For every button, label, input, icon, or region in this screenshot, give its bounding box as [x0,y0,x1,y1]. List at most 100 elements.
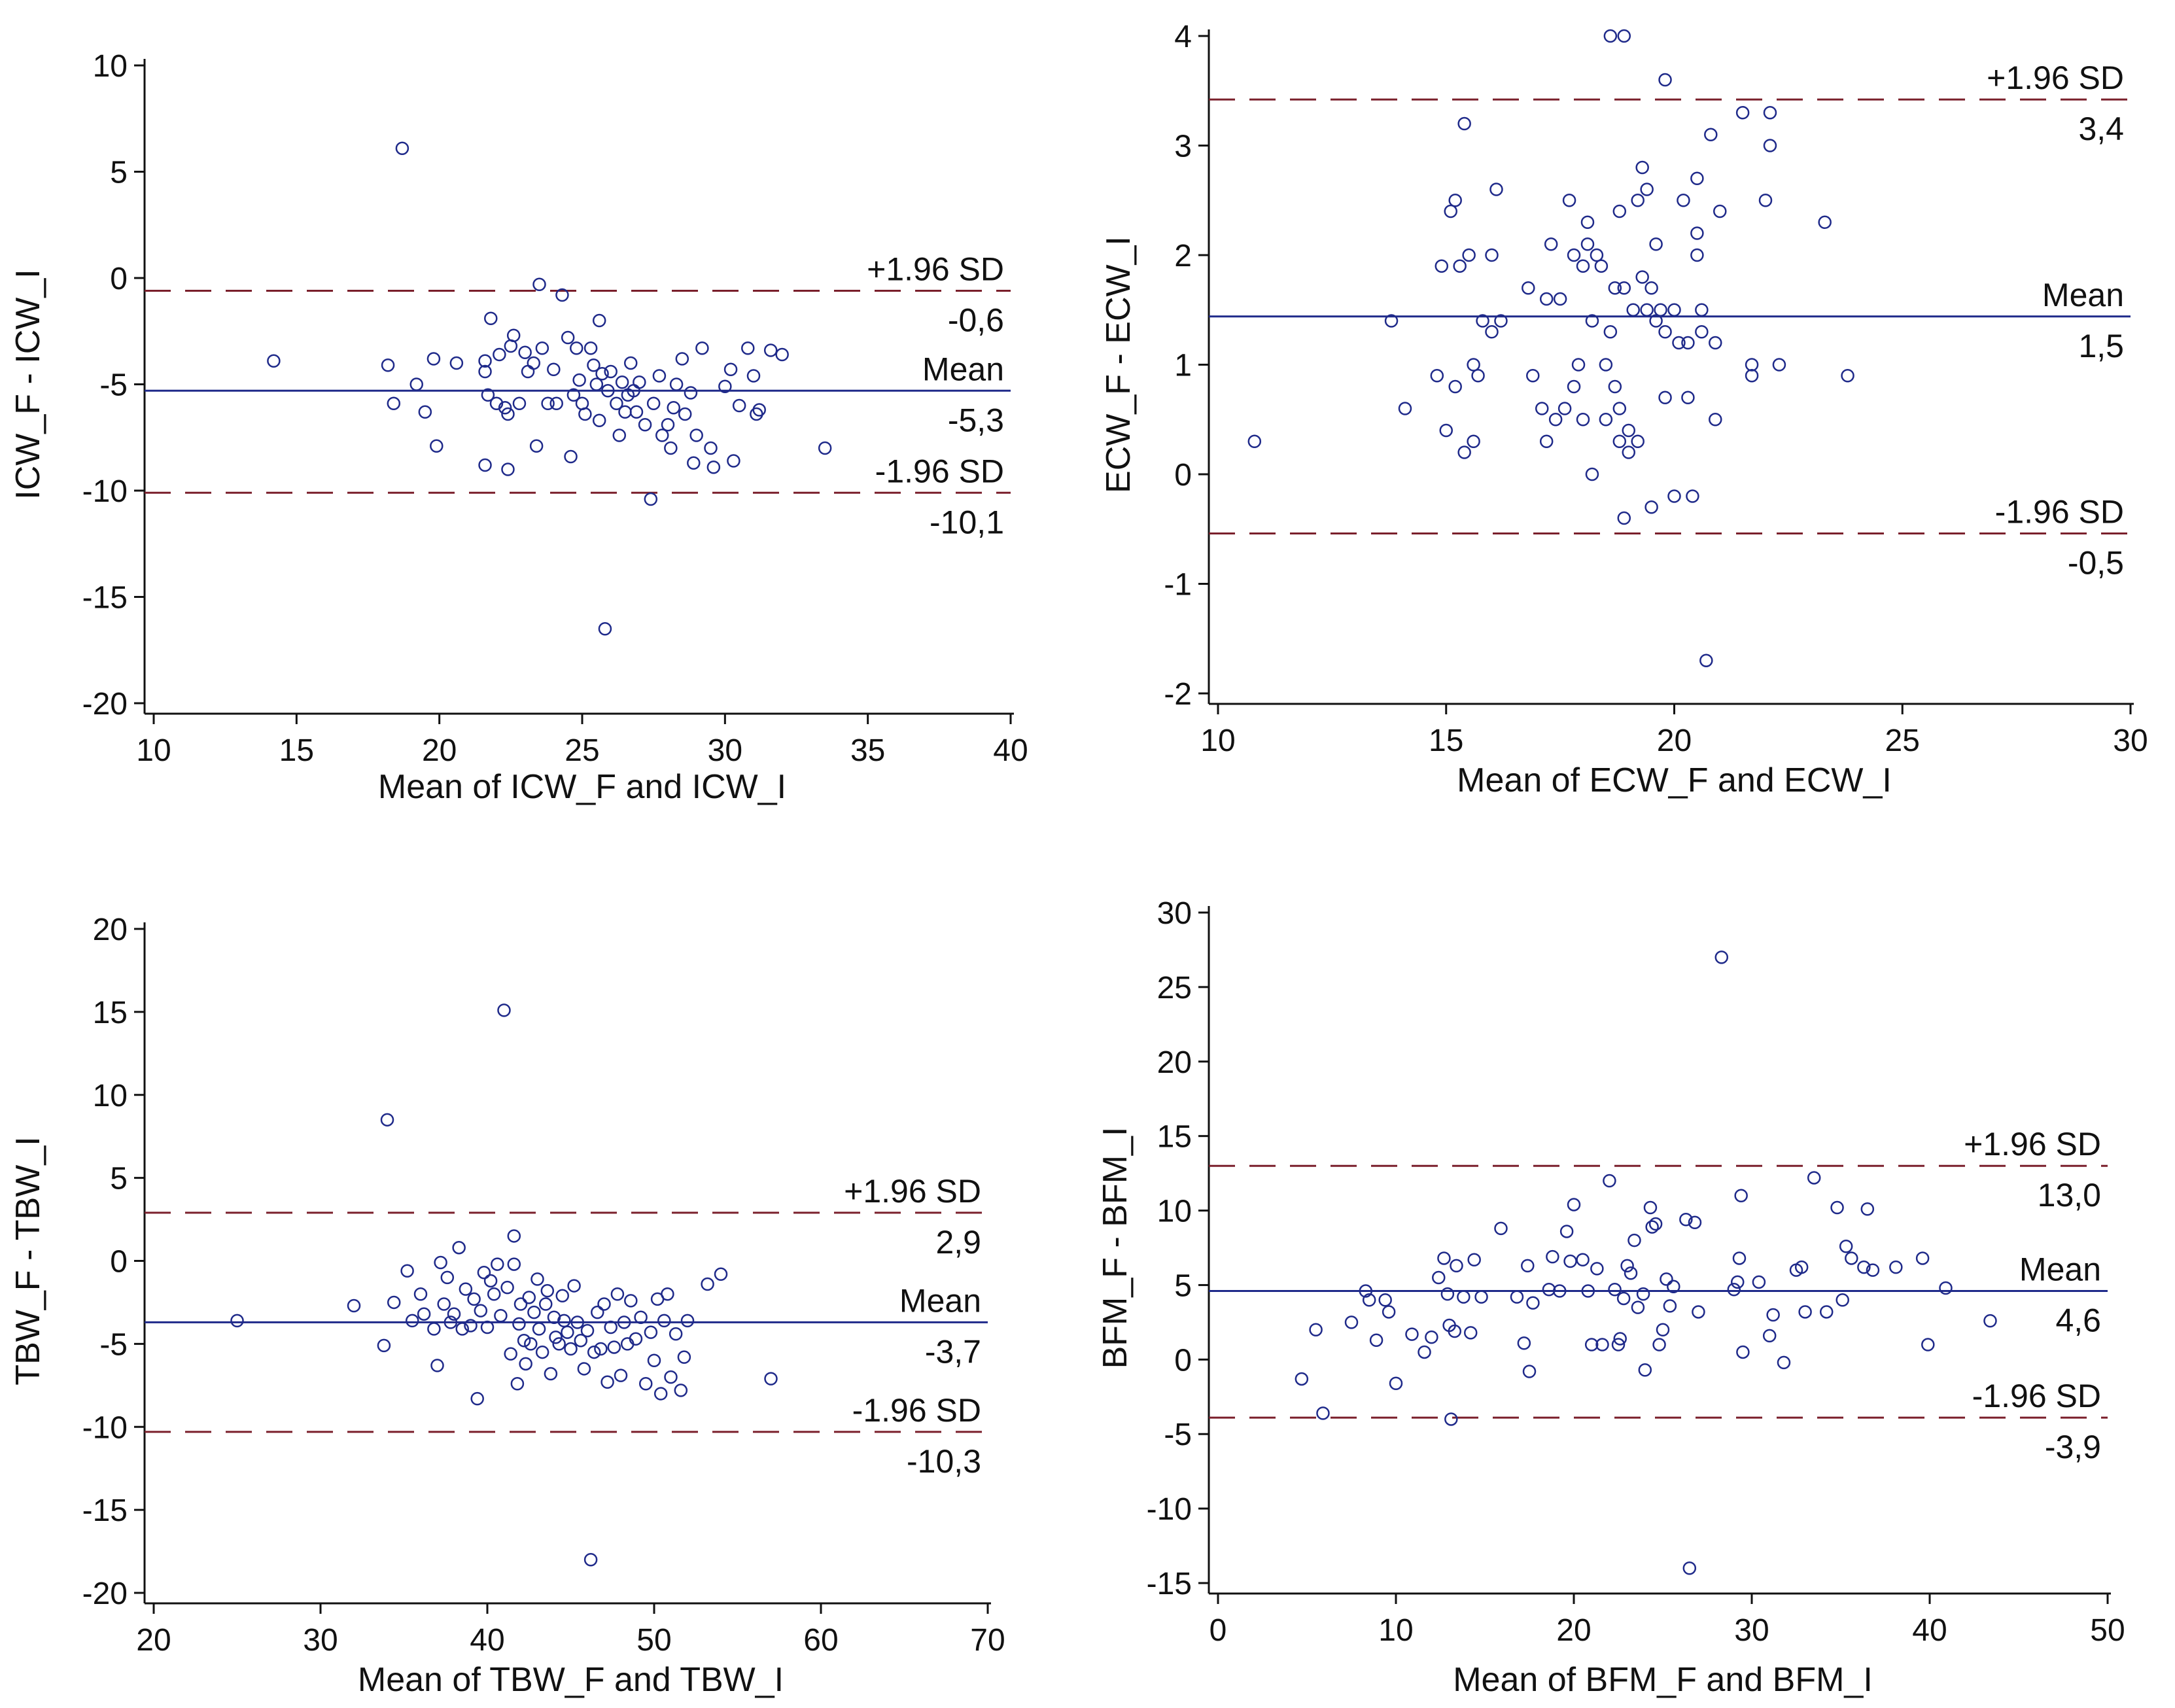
data-point [1522,281,1535,295]
data-point [1552,1284,1567,1298]
upper-limit-label: +1.96 SD [867,251,1004,288]
data-point [1772,358,1786,372]
data-point [487,1287,501,1301]
data-point [629,1332,643,1346]
data-point [447,1307,461,1321]
data-point [1590,1262,1604,1276]
data-point [531,1272,544,1286]
data-point [418,405,432,419]
data-point [1681,336,1695,350]
data-point [623,356,638,370]
data-point [519,1357,532,1371]
y-tick-label: 0 [110,262,128,296]
data-point [1762,1329,1777,1343]
mean-value: -5,3 [948,402,1004,438]
data-point [669,377,684,391]
data-point [387,1295,401,1310]
data-point [1649,314,1663,328]
data-point [1517,1336,1531,1350]
data-point [1636,1287,1650,1301]
data-point [1510,1290,1524,1304]
x-tick-label: 30 [303,1623,338,1658]
data-point [652,369,667,383]
data-point [1563,1254,1577,1268]
data-point [1841,369,1854,383]
data-point [1546,1249,1559,1264]
data-point [1457,445,1471,459]
data-point [400,1264,414,1278]
data-point [1638,1363,1652,1377]
data-point [1389,1376,1403,1391]
data-point [1699,654,1713,667]
lower-limit-label: -1.96 SD [875,453,1004,489]
data-point [612,428,627,442]
data-point [1362,1293,1376,1307]
data-point [1766,1308,1780,1322]
data-point [1369,1333,1383,1347]
data-point [1485,325,1499,339]
data-point [644,1325,658,1339]
data-point [1658,391,1672,404]
data-point [597,1297,611,1311]
data-point [455,1322,469,1336]
data-point [607,1340,621,1354]
data-point [1309,1323,1323,1337]
data-point [481,388,495,402]
data-point [1559,1225,1574,1238]
data-point [1485,248,1499,262]
data-point [1709,413,1722,427]
upper-limit-label: +1.96 SD [844,1173,981,1210]
data-point [535,341,549,355]
data-point [566,388,581,402]
y-tick-label: -5 [1164,1418,1192,1452]
data-point [1752,1275,1766,1289]
data-point [1603,1174,1616,1188]
data-point [1542,1283,1556,1297]
data-point [1467,1253,1481,1266]
data-point [478,364,492,379]
data-point [706,461,721,474]
data-point [669,1327,683,1341]
data-point [1457,116,1471,131]
upper-limit-value: -0,6 [948,302,1004,339]
x-tick-label: 25 [1885,723,1920,758]
data-point [684,386,698,400]
data-point [549,1330,563,1344]
data-point [1709,336,1722,350]
x-tick-label: 50 [2090,1613,2125,1648]
data-point [430,1359,444,1372]
data-point [647,1353,661,1367]
y-axis-title: TBW_F - TBW_I [9,1136,47,1385]
data-point [1622,445,1635,459]
data-point [477,1266,491,1280]
data-point [1622,423,1635,438]
x-tick-label: 20 [1556,1613,1591,1648]
data-point [1631,1300,1645,1314]
data-point [406,1314,419,1328]
data-point [549,396,563,410]
data-point [426,352,441,366]
data-point [1818,215,1832,229]
data-point [741,341,755,355]
data-point [427,1322,441,1336]
data-point [1526,1296,1540,1310]
data-point [1608,281,1622,295]
data-point [655,428,669,442]
data-point [491,1257,504,1271]
data-point [1467,434,1480,448]
data-point [547,362,561,376]
data-point [474,1304,488,1317]
data-point [1734,1189,1748,1203]
y-tick-label: 20 [93,913,128,947]
y-tick-label: 15 [1157,1120,1192,1155]
y-tick-label: -1 [1164,568,1192,602]
y-tick-label: 5 [110,156,128,190]
lower-limit-value: -10,3 [907,1443,981,1480]
data-point [764,1372,778,1386]
data-point [444,1316,458,1329]
data-point [377,1338,391,1353]
data-point [577,1362,591,1376]
data-point [583,341,598,355]
mean-value: 4,6 [2055,1302,2101,1339]
